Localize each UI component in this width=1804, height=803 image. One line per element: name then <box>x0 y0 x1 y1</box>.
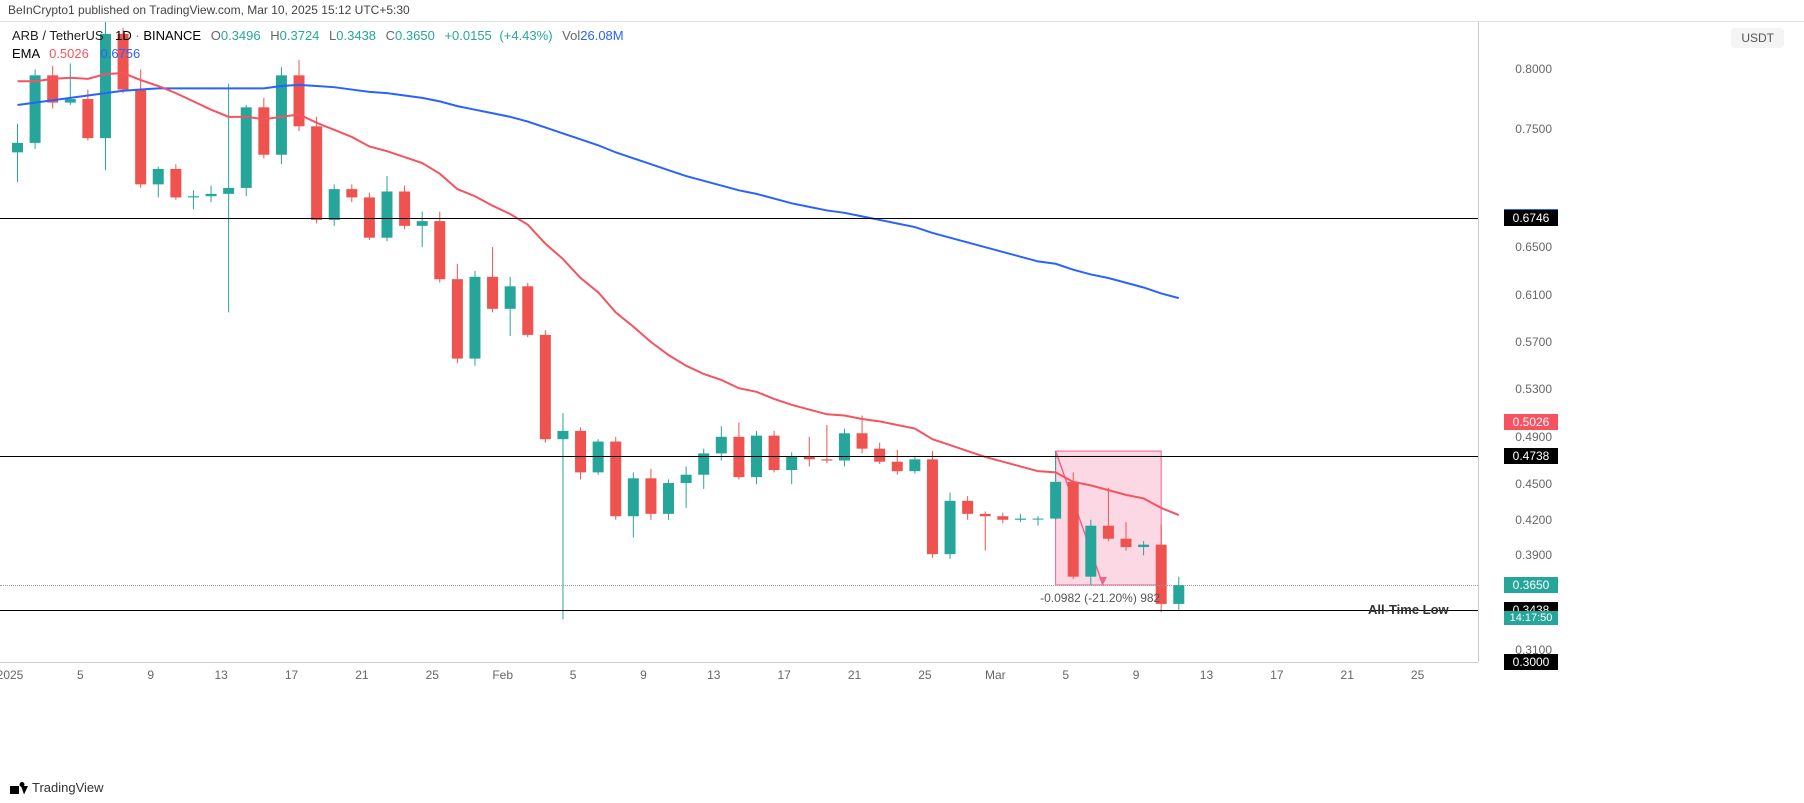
price-tag: 0.5026 <box>1504 414 1558 430</box>
time-tick: 2025 <box>0 668 23 682</box>
time-tick: Feb <box>492 668 513 682</box>
price-tick: 0.7500 <box>1515 122 1552 136</box>
price-tag: 0.3650 <box>1504 577 1558 593</box>
time-tick: 9 <box>640 668 647 682</box>
time-tick: 5 <box>77 668 84 682</box>
time-tick: 17 <box>1270 668 1283 682</box>
time-tick: 25 <box>918 668 931 682</box>
horizontal-line[interactable] <box>0 456 1478 457</box>
price-tick: 0.6100 <box>1515 288 1552 302</box>
price-tag: 0.3000 <box>1504 654 1558 670</box>
price-tick: 0.4500 <box>1515 477 1552 491</box>
price-tick: 0.6500 <box>1515 240 1552 254</box>
time-tick: 21 <box>1341 668 1354 682</box>
chart-svg <box>0 22 1478 662</box>
time-tick: 5 <box>570 668 577 682</box>
tradingview-logo[interactable]: TradingView <box>10 780 104 795</box>
price-tick: 0.5300 <box>1515 382 1552 396</box>
time-scale[interactable]: 2025 5 9 13 17 21 25 Feb 5 9 13 17 21 25 Mar 5 9 13 17 21 25 <box>0 662 1478 692</box>
price-tick: 0.5700 <box>1515 335 1552 349</box>
time-tick: 9 <box>147 668 154 682</box>
price-tag: 0.4738 <box>1504 448 1558 464</box>
time-tick: 5 <box>1062 668 1069 682</box>
price-tick: 0.3900 <box>1515 548 1552 562</box>
time-tick: 25 <box>426 668 439 682</box>
price-tick: 0.8000 <box>1515 62 1552 76</box>
price-scale[interactable]: 0.8000 0.7500 0.6500 0.6100 0.5700 0.5300 0.49… <box>1478 22 1558 662</box>
horizontal-line[interactable] <box>0 218 1478 219</box>
time-tick: 13 <box>707 668 720 682</box>
price-tick: 0.4200 <box>1515 513 1552 527</box>
publish-header: BeInCrypto1 published on TradingView.com… <box>0 0 1804 22</box>
time-tick: 17 <box>778 668 791 682</box>
current-price-line <box>0 585 1478 586</box>
time-tick: 25 <box>1411 668 1424 682</box>
time-tick: Mar <box>985 668 1006 682</box>
time-tick: 13 <box>1200 668 1213 682</box>
countdown-tag: 14:17:50 <box>1504 611 1558 625</box>
time-tick: 21 <box>355 668 368 682</box>
chart-pane[interactable]: All-Time Low -0.0982 (-21.20%) 982 <box>0 22 1478 662</box>
price-tick: 0.4900 <box>1515 430 1552 444</box>
tv-logo-icon <box>10 781 28 795</box>
time-tick: 9 <box>1133 668 1140 682</box>
time-tick: 17 <box>285 668 298 682</box>
currency-badge[interactable]: USDT <box>1731 28 1784 48</box>
drawdown-label: -0.0982 (-21.20%) 982 <box>1040 591 1160 605</box>
all-time-low-label: All-Time Low <box>1368 602 1449 617</box>
price-tag: 0.6746 <box>1504 210 1558 226</box>
time-tick: 13 <box>214 668 227 682</box>
horizontal-line[interactable] <box>0 610 1478 611</box>
time-tick: 21 <box>848 668 861 682</box>
